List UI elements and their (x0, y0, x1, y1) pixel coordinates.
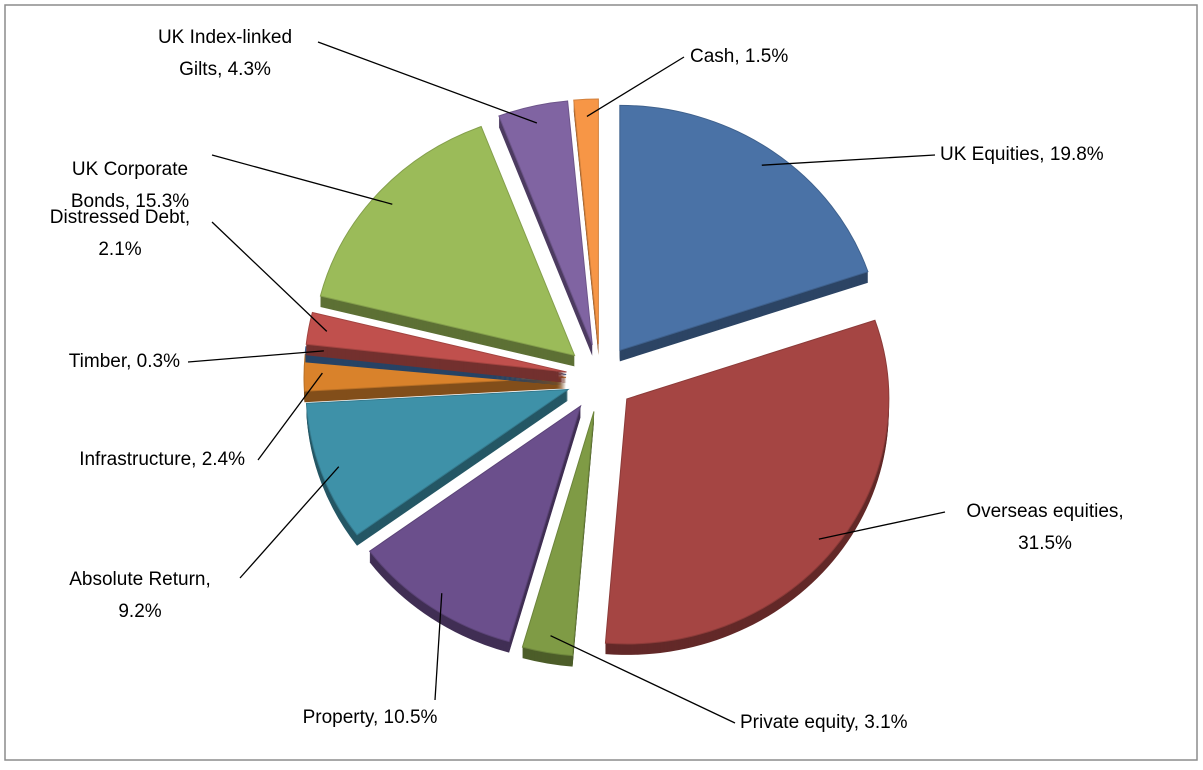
data-label: Distressed Debt, 2.1% (50, 207, 190, 260)
slice-top (305, 388, 570, 536)
leader-line (211, 221, 328, 332)
slice-top (619, 104, 869, 352)
leader-line (434, 593, 443, 701)
chart-border (4, 4, 1198, 761)
data-label: UK Equities, 19.8% (940, 144, 1104, 165)
leader-line (211, 154, 393, 205)
slice (619, 104, 869, 362)
data-label: UK Index-linked Gilts, 4.3% (158, 27, 292, 80)
leader-line (257, 372, 323, 461)
leader-line (550, 635, 736, 724)
data-label: Timber, 0.3% (69, 351, 180, 372)
slice (368, 404, 582, 653)
leader-line (317, 41, 538, 124)
data-label: Property, 10.5% (303, 707, 438, 728)
leader-line (761, 154, 936, 166)
slice-top (305, 311, 567, 373)
data-label: Infrastructure, 2.4% (79, 449, 245, 470)
leader-line (187, 350, 324, 363)
slice (305, 388, 570, 546)
slice (521, 411, 595, 667)
slice-top (604, 319, 890, 645)
data-label: Cash, 1.5% (690, 46, 788, 67)
data-label: Absolute Return, 9.2% (69, 569, 211, 622)
data-label: Private equity, 3.1% (740, 712, 908, 733)
slice (305, 311, 567, 383)
leader-line (818, 511, 946, 540)
leader-line (586, 56, 685, 117)
slice-top (521, 411, 595, 657)
slice-top (319, 125, 576, 357)
slice (604, 319, 890, 655)
slice (573, 98, 599, 356)
slice (319, 125, 576, 367)
data-label: UK Corporate Bonds, 15.3% (71, 159, 189, 212)
slice (498, 100, 593, 356)
data-label: Overseas equities, 31.5% (966, 501, 1123, 554)
slice-top (498, 100, 593, 346)
slice-top (368, 404, 582, 643)
leader-line (239, 466, 340, 579)
slice-top (573, 98, 599, 345)
